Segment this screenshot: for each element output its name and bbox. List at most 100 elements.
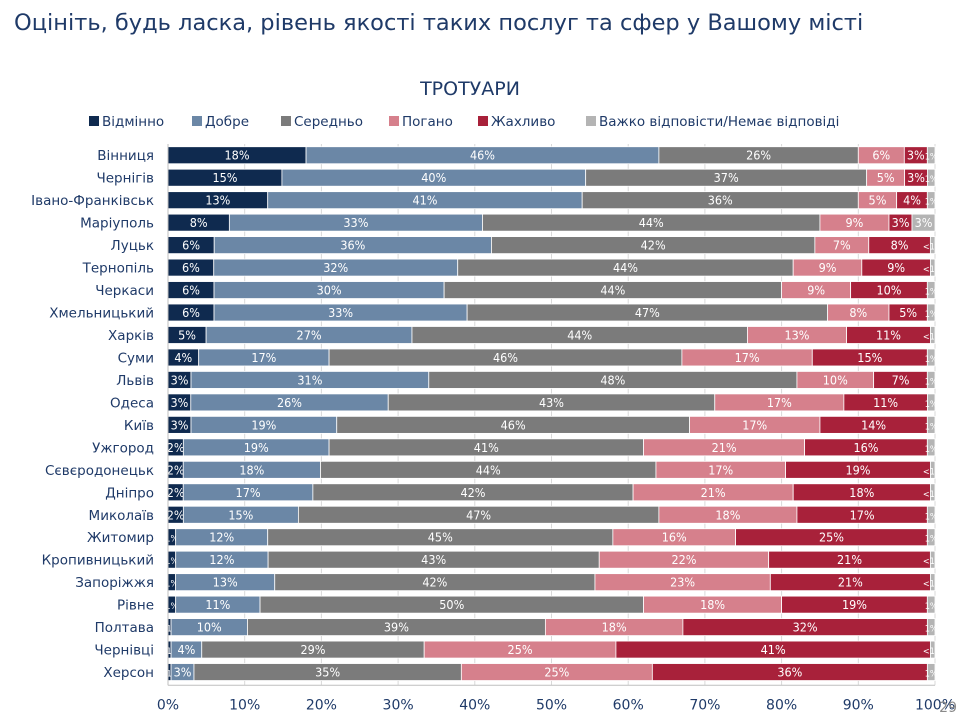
- data-label: 12%: [209, 530, 234, 545]
- legend-label: Погано: [402, 114, 453, 130]
- data-label: 31%: [297, 372, 322, 387]
- data-label: 10%: [197, 620, 222, 635]
- data-label: 35%: [315, 665, 340, 680]
- data-label: 1%: [925, 377, 938, 387]
- bar-segment: [927, 393, 936, 412]
- category-label: Хмельницький: [49, 306, 154, 322]
- bar-segment: [926, 438, 936, 457]
- data-label: 10%: [876, 283, 901, 298]
- category-label: Дніпро: [105, 485, 154, 501]
- legend-label: Середньо: [294, 114, 363, 130]
- bar-segment: [930, 326, 936, 344]
- data-label: 14%: [861, 417, 886, 432]
- data-label: 9%: [846, 215, 864, 230]
- data-label: 1%: [925, 400, 938, 410]
- bar-segment: [926, 415, 936, 434]
- gridlines: [167, 144, 936, 686]
- data-label: 1%: [925, 625, 938, 635]
- data-label: 6%: [182, 305, 200, 320]
- data-label: <1%: [923, 557, 943, 567]
- data-label: 37%: [714, 170, 739, 185]
- data-label: 11%: [876, 327, 901, 342]
- data-label: 1%: [925, 310, 938, 320]
- data-label: 3%: [174, 665, 192, 680]
- data-label: 27%: [297, 327, 322, 342]
- data-label: 3%: [171, 372, 189, 387]
- data-label: 1%: [925, 175, 938, 185]
- data-label: 7%: [833, 238, 851, 253]
- data-label: 1%: [925, 198, 938, 208]
- data-label: 19%: [251, 417, 276, 432]
- category-label: Черкаси: [95, 283, 154, 299]
- data-label: 21%: [838, 575, 863, 590]
- data-label: 22%: [671, 552, 696, 567]
- data-label: 42%: [422, 575, 447, 590]
- data-label: <1%: [923, 265, 943, 275]
- category-label: Луцьк: [111, 238, 154, 254]
- data-label: 29%: [300, 642, 325, 657]
- data-label: 1%: [165, 557, 178, 567]
- legend-swatch: [586, 116, 596, 126]
- data-label: 8%: [849, 305, 867, 320]
- data-label: 44%: [476, 462, 501, 477]
- bar-segment: [927, 168, 936, 187]
- bars: 18% 46% 26% 6% 3% 1%15% 40% 37% 5% 3% 1%13% 41% 36% 5…: [160, 146, 943, 681]
- category-label: Маріуполь: [80, 216, 154, 232]
- category-label: Сєвєродонецьк: [45, 463, 154, 479]
- category-label: Житомир: [87, 530, 154, 546]
- data-label: 13%: [213, 575, 238, 590]
- data-label: 8%: [891, 238, 909, 253]
- data-label: 17%: [708, 462, 733, 477]
- category-label: Одеса: [110, 395, 154, 411]
- data-label: 6%: [872, 148, 890, 163]
- category-label: Івано-Франківськ: [31, 193, 154, 209]
- data-label: 2%: [167, 462, 185, 477]
- bar-segment: [926, 663, 936, 681]
- bar-segment: [926, 191, 936, 210]
- category-label: Харків: [108, 328, 154, 344]
- data-label: 9%: [819, 260, 837, 275]
- data-label: 1%: [925, 422, 938, 432]
- data-label: 36%: [708, 193, 733, 208]
- data-label: 3%: [171, 417, 189, 432]
- legend-swatch: [389, 116, 399, 126]
- bar-segment: [926, 618, 936, 637]
- data-label: 3%: [915, 215, 933, 230]
- x-tick-label: 10%: [229, 697, 260, 713]
- data-label: 33%: [328, 305, 353, 320]
- category-label: Львів: [116, 373, 154, 389]
- x-tick-label: 40%: [459, 697, 490, 713]
- bar-segment: [926, 303, 936, 322]
- data-label: 33%: [343, 215, 368, 230]
- bar-segment: [926, 528, 936, 547]
- legend-label: Добре: [205, 114, 249, 130]
- data-label: 43%: [421, 552, 446, 567]
- bar-segment: [929, 236, 936, 255]
- data-label: 4%: [174, 350, 192, 365]
- data-label: 8%: [190, 215, 208, 230]
- data-label: 17%: [735, 350, 760, 365]
- data-label: <1%: [923, 647, 943, 657]
- data-label: <1%: [160, 625, 180, 635]
- data-label: 21%: [837, 552, 862, 567]
- data-label: 26%: [277, 395, 302, 410]
- data-label: 41%: [761, 642, 786, 657]
- x-tick-label: 80%: [766, 697, 797, 713]
- data-label: 3%: [170, 395, 188, 410]
- bar-segment: [930, 573, 936, 592]
- data-label: 3%: [907, 170, 925, 185]
- data-label: 19%: [842, 597, 867, 612]
- data-label: 11%: [873, 395, 898, 410]
- bar-segment: [930, 460, 936, 479]
- data-label: 13%: [785, 327, 810, 342]
- data-label: 48%: [600, 372, 625, 387]
- data-label: 6%: [182, 283, 200, 298]
- x-tick-label: 50%: [536, 697, 567, 713]
- data-label: 5%: [877, 170, 895, 185]
- data-label: 42%: [460, 485, 485, 500]
- data-label: 2%: [167, 485, 185, 500]
- x-tick-label: 90%: [843, 697, 874, 713]
- data-label: 4%: [903, 193, 921, 208]
- x-tick-label: 70%: [689, 697, 720, 713]
- data-label: 44%: [613, 260, 638, 275]
